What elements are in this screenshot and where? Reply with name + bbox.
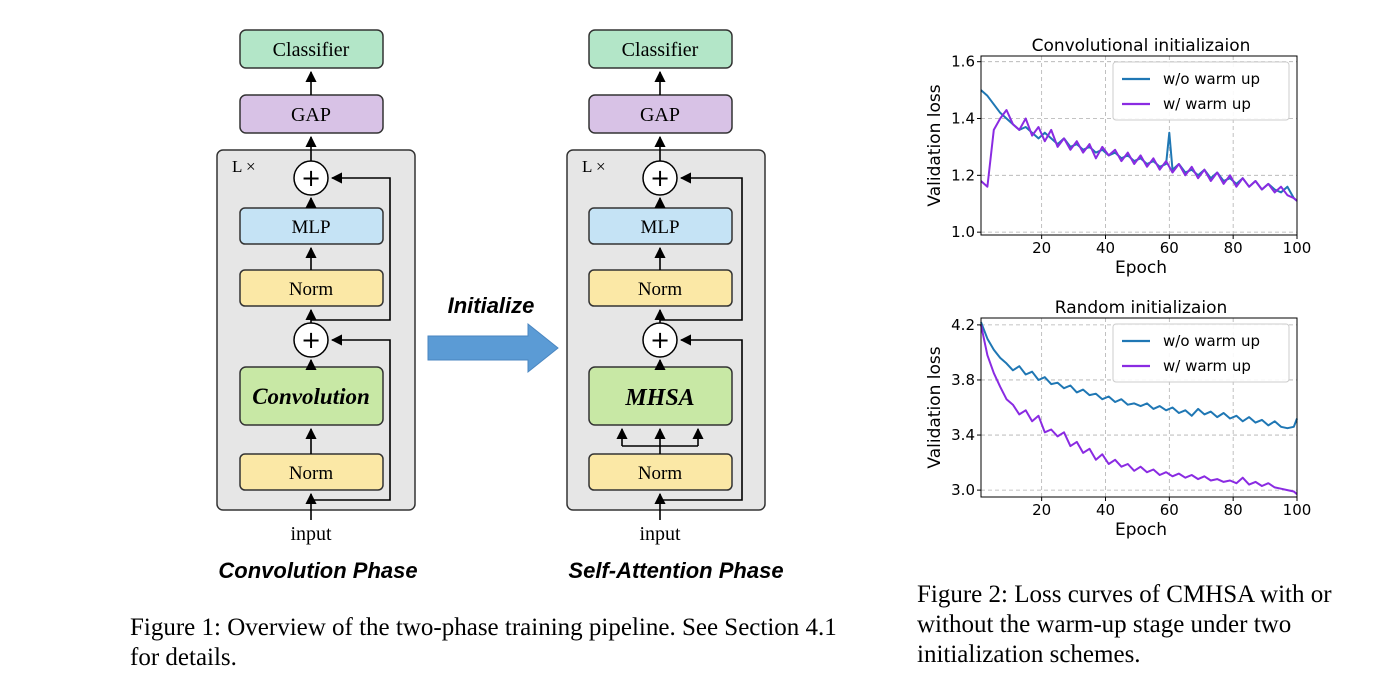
flow-arrows-right xyxy=(616,70,743,520)
series-line-w-warmup xyxy=(980,324,1298,495)
legend-label: w/ warm up xyxy=(1163,95,1251,113)
classifier-label-left: Classifier xyxy=(273,39,350,61)
x-tick-label: 40 xyxy=(1096,501,1115,519)
x-tick-label: 60 xyxy=(1160,501,1179,519)
mhsa-label: MHSA xyxy=(624,385,694,411)
add-symbol-top-right: + xyxy=(650,164,670,192)
chart-title: Random initializaion xyxy=(1055,298,1228,318)
series-line-wo-warmup xyxy=(980,321,1298,430)
repeat-label-left: L × xyxy=(232,157,256,176)
initialize-label: Initialize xyxy=(448,293,535,318)
add-symbol-bottom-right: + xyxy=(650,326,670,354)
legend-label: w/o warm up xyxy=(1163,332,1260,350)
y-tick-label: 4.2 xyxy=(951,316,975,334)
x-tick-label: 60 xyxy=(1160,239,1179,257)
classifier-label-right: Classifier xyxy=(622,39,699,61)
phase-label-left: Convolution Phase xyxy=(218,558,417,583)
plot-frame xyxy=(980,55,1298,236)
x-tick-label: 20 xyxy=(1032,239,1051,257)
x-axis-label: Epoch xyxy=(1115,258,1167,278)
input-label-left: input xyxy=(290,523,332,545)
repeat-label-right: L × xyxy=(582,157,606,176)
norm-top-label-right: Norm xyxy=(638,279,683,300)
chart-title: Convolutional initializaion xyxy=(1032,36,1251,56)
legend-box xyxy=(1112,61,1290,121)
mlp-label-left: MLP xyxy=(291,217,330,238)
legend-box xyxy=(1112,323,1290,383)
gap-label-left: GAP xyxy=(291,104,331,126)
self-attention-phase-block: L × Classifier GAP MLP Norm MHSA Norm + … xyxy=(566,29,784,583)
input-label-right: input xyxy=(639,523,681,545)
y-tick-label: 1.2 xyxy=(951,166,975,184)
y-tick-label: 3.4 xyxy=(951,426,975,444)
flow-arrows-left xyxy=(305,70,391,520)
mlp-label-right: MLP xyxy=(640,217,679,238)
x-tick-label: 40 xyxy=(1096,239,1115,257)
figure-1-diagram: L × Classifier GAP MLP Norm Convolution … xyxy=(216,29,784,583)
legend-label: w/o warm up xyxy=(1163,70,1260,88)
initialize-arrow xyxy=(427,322,559,374)
gap-label-right: GAP xyxy=(640,104,680,126)
figure-1-caption: Figure 1: Overview of the two-phase trai… xyxy=(130,614,837,671)
y-tick-label: 1.4 xyxy=(951,110,975,128)
y-tick-label: 1.6 xyxy=(951,53,975,71)
x-tick-label: 80 xyxy=(1224,239,1243,257)
legend-label: w/ warm up xyxy=(1163,357,1251,375)
add-symbol-bottom-left: + xyxy=(301,326,321,354)
add-symbol-top-left: + xyxy=(301,164,321,192)
x-tick-label: 100 xyxy=(1283,239,1312,257)
classifier-box-right xyxy=(588,29,733,69)
chart-convolutional-init: 20 40 60 80 100 1.0 1.2 1.4 1.6 Convolutional ini… xyxy=(925,36,1311,278)
classifier-box-left xyxy=(239,29,384,69)
y-axis-label: Validation loss xyxy=(925,346,945,468)
initialize-transition: Initialize xyxy=(427,293,559,374)
norm-bottom-label-right: Norm xyxy=(638,463,683,484)
figure-2-caption: Figure 2: Loss curves of CMHSA with or w… xyxy=(917,581,1332,668)
phase-label-right: Self-Attention Phase xyxy=(568,558,783,583)
norm-bottom-label-left: Norm xyxy=(289,463,334,484)
x-tick-label: 20 xyxy=(1032,501,1051,519)
x-axis-label: Epoch xyxy=(1115,520,1167,540)
plot-frame xyxy=(980,317,1298,498)
y-tick-label: 3.8 xyxy=(951,371,975,389)
x-tick-label: 80 xyxy=(1224,501,1243,519)
figure-2-charts: 20 40 60 80 100 1.0 1.2 1.4 1.6 Convolutional ini… xyxy=(925,36,1311,540)
y-tick-label: 3.0 xyxy=(951,481,975,499)
convolution-phase-block: L × Classifier GAP MLP Norm Convolution … xyxy=(216,29,418,583)
convolution-label: Convolution xyxy=(252,384,370,409)
y-axis-label: Validation loss xyxy=(925,84,945,206)
norm-top-label-left: Norm xyxy=(289,279,334,300)
series-line-w-warmup xyxy=(980,109,1298,202)
y-tick-label: 1.0 xyxy=(951,223,975,241)
x-tick-label: 100 xyxy=(1283,501,1312,519)
chart-random-init: 20 40 60 80 100 3.0 3.4 3.8 4.2 Random initializa… xyxy=(925,298,1311,540)
